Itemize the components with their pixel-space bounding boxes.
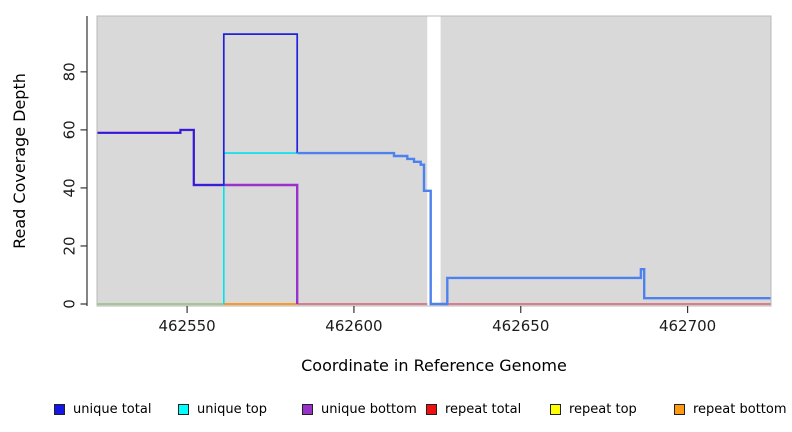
masked-region: [427, 15, 441, 307]
x-tick-label: 462700: [659, 317, 716, 335]
x-tick-label: 462600: [325, 317, 382, 335]
legend-swatch-icon: [302, 403, 313, 415]
legend-swatch-icon: [426, 403, 437, 415]
plot-border: [96, 15, 772, 307]
legend-item-repeat-top: repeat top: [550, 398, 637, 420]
y-tick-label: 0: [61, 299, 79, 309]
x-tick-label: 462550: [158, 317, 215, 335]
legend-label: repeat top: [569, 401, 637, 417]
legend-swatch-icon: [550, 403, 561, 415]
legend-label: unique total: [73, 401, 152, 417]
legend-label: repeat total: [445, 401, 522, 417]
unique-total-line: [97, 33, 299, 186]
legend-item-unique-bottom: unique bottom: [302, 398, 417, 420]
legend-swatch-icon: [178, 403, 189, 415]
x-tick-label: 462650: [492, 317, 549, 335]
legend-item-unique-top: unique top: [178, 398, 267, 420]
x-axis-title: Coordinate in Reference Genome: [301, 356, 567, 375]
y-tick-label: 20: [61, 236, 79, 255]
y-tick-label: 80: [61, 62, 79, 81]
y-axis-title: Read Coverage Depth: [10, 73, 29, 249]
unique-total-top-overlap-line: [297, 151, 771, 306]
y-tick-label: 60: [61, 120, 79, 139]
legend: unique total unique top unique bottom repea…: [0, 398, 792, 424]
legend-swatch-icon: [54, 403, 65, 415]
y-tick-label: 40: [61, 178, 79, 197]
legend-swatch-icon: [674, 403, 685, 415]
legend-item-repeat-bottom: repeat bottom: [674, 398, 787, 420]
legend-label: repeat bottom: [693, 401, 787, 417]
legend-label: unique top: [197, 401, 268, 417]
legend-item-repeat-total: repeat total: [426, 398, 521, 420]
legend-item-unique-total: unique total: [54, 398, 151, 420]
legend-label: unique bottom: [321, 401, 417, 417]
